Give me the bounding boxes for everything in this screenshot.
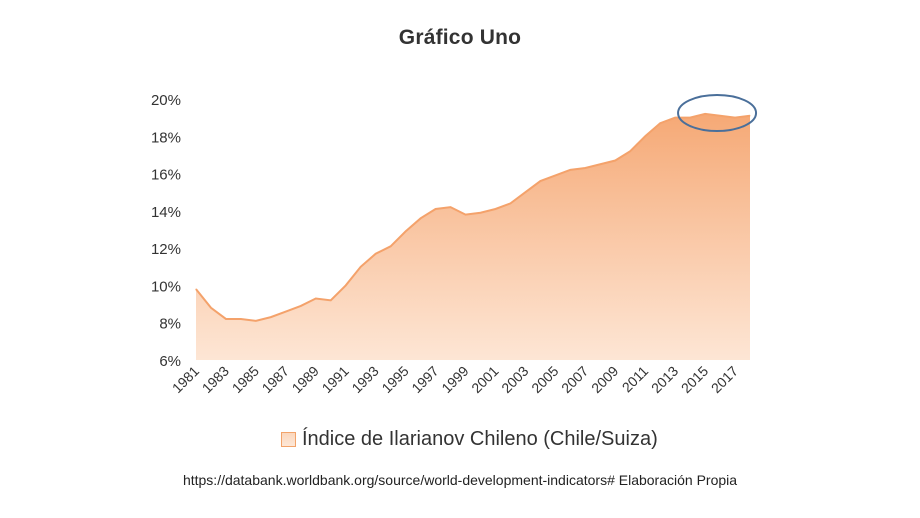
data-point (719, 115, 721, 117)
y-tick-label: 16% (151, 167, 181, 184)
x-tick-label: 1987 (259, 363, 292, 396)
highlight-ellipse (677, 94, 758, 132)
x-tick-label: 2003 (498, 363, 531, 396)
data-point (569, 169, 571, 171)
data-point (195, 288, 197, 290)
data-point (629, 150, 631, 152)
data-point (315, 297, 317, 299)
data-point (689, 117, 691, 119)
data-point (450, 206, 452, 208)
legend: Índice de Ilarianov Chileno (Chile/Suiza… (281, 428, 658, 451)
x-tick-label: 1985 (229, 363, 262, 396)
source-note: https://databank.worldbank.org/source/wo… (182, 472, 738, 488)
data-point (674, 117, 676, 119)
legend-label: Índice de Ilarianov Chileno (Chile/Suiza… (302, 428, 658, 450)
x-tick-label: 2015 (678, 363, 711, 396)
x-tick-label: 2013 (648, 363, 681, 396)
data-point (749, 115, 751, 117)
data-point (465, 214, 467, 216)
x-tick-label: 2011 (619, 363, 652, 396)
y-tick-label: 14% (151, 204, 181, 221)
x-tick-label: 1997 (408, 363, 441, 396)
data-point (375, 253, 377, 255)
data-point (614, 160, 616, 162)
y-tick-label: 6% (159, 353, 181, 370)
x-tick-label: 2001 (468, 363, 501, 396)
data-point (644, 135, 646, 137)
data-point (435, 208, 437, 210)
chart-title: Gráfico Uno (398, 26, 522, 49)
data-point (390, 245, 392, 247)
data-point (240, 318, 242, 320)
data-point (584, 167, 586, 169)
x-tick-label: 1989 (289, 363, 322, 396)
data-point (330, 299, 332, 301)
series-line (195, 112, 751, 322)
y-tick-label: 20% (151, 92, 181, 109)
data-point (494, 208, 496, 210)
data-point (659, 122, 661, 124)
y-tick-label: 12% (151, 241, 181, 258)
data-point (285, 311, 287, 313)
data-point (255, 320, 257, 322)
x-tick-label: 2017 (708, 363, 741, 396)
data-point (300, 305, 302, 307)
x-tick-label: 2009 (588, 363, 621, 396)
data-point (524, 191, 526, 193)
data-point (345, 284, 347, 286)
x-tick-label: 2005 (528, 363, 561, 396)
x-tick-label: 1983 (199, 363, 232, 396)
y-axis-labels: 6% 8% 10% 12% 14% 16% 18% 20% (151, 92, 181, 370)
plot-area (195, 94, 758, 361)
data-point (509, 202, 511, 204)
data-point (420, 217, 422, 219)
data-point (225, 318, 227, 320)
data-point (704, 113, 706, 115)
data-point (360, 266, 362, 268)
x-tick-label: 1993 (348, 363, 381, 396)
data-point (270, 316, 272, 318)
x-axis-labels: 1981198319851987198919911993199519971999… (169, 363, 742, 396)
legend-swatch (281, 432, 296, 447)
data-point (405, 230, 407, 232)
data-point (599, 163, 601, 165)
data-point (210, 307, 212, 309)
x-tick-label: 2007 (558, 363, 591, 396)
x-tick-label: 1995 (378, 363, 411, 396)
y-tick-label: 10% (151, 278, 181, 295)
series-area (196, 113, 750, 361)
data-point (539, 180, 541, 182)
data-point (479, 212, 481, 214)
data-point (734, 117, 736, 119)
x-tick-label: 1991 (319, 363, 352, 396)
data-point (554, 174, 556, 176)
y-tick-label: 18% (151, 129, 181, 146)
y-tick-label: 8% (159, 316, 181, 333)
x-tick-label: 1999 (438, 363, 471, 396)
